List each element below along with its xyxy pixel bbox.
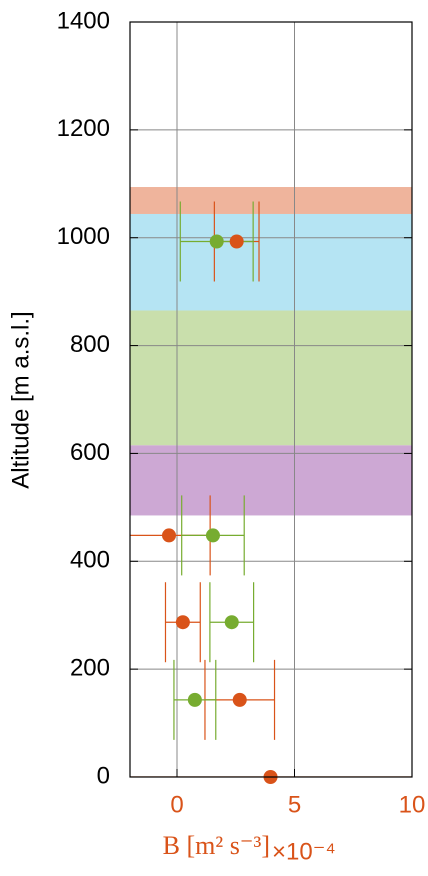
y-tick-label: 600 (70, 439, 110, 466)
altitude-band (130, 187, 412, 214)
y-tick-label: 1000 (57, 223, 110, 250)
plot-area (130, 22, 412, 777)
y-axis-label: Altitude [m a.s.l.] (7, 311, 34, 488)
point (162, 528, 177, 543)
y-tick-label: 800 (70, 331, 110, 358)
x-tick-label: 0 (170, 791, 183, 818)
x-tick-label: 5 (288, 791, 301, 818)
altitude-band (130, 310, 412, 446)
x-axis-label: B [m² s⁻³] (163, 831, 270, 860)
altitude-band (130, 445, 412, 516)
point (209, 234, 224, 249)
y-tick-label: 1400 (57, 7, 110, 34)
point (205, 528, 220, 543)
point (175, 615, 190, 630)
point (232, 692, 247, 707)
point (187, 692, 202, 707)
x-tick-label: 10 (399, 791, 426, 818)
x-multiplier: ×10⁻⁴ (272, 838, 336, 865)
point (224, 615, 239, 630)
y-tick-label: 0 (97, 762, 110, 789)
y-tick-label: 200 (70, 654, 110, 681)
point (229, 234, 244, 249)
y-tick-label: 400 (70, 547, 110, 574)
plot-frame (129, 21, 413, 778)
y-tick-label: 1200 (57, 115, 110, 142)
altitude-band (130, 213, 412, 311)
